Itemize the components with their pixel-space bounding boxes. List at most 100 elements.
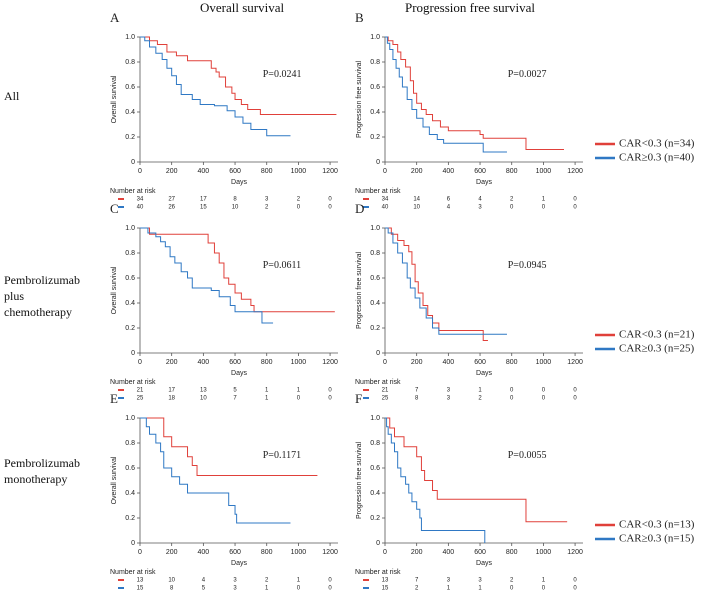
panel-letter: F: [355, 391, 362, 406]
risk-count: 7: [415, 388, 419, 394]
risk-count: 0: [573, 205, 577, 211]
panel-letter: E: [110, 391, 118, 406]
y-tick-label: 0.6: [370, 465, 380, 472]
y-axis-label: Progression free survival: [356, 252, 363, 329]
risk-count: 0: [542, 205, 546, 211]
x-tick-label: 1000: [536, 168, 552, 175]
legend-label: CAR≥0.3 (n=25): [619, 343, 695, 355]
risk-count: 0: [328, 205, 332, 211]
x-tick-label: 1200: [322, 359, 338, 366]
y-axis-label: Overall survival: [111, 75, 118, 123]
risk-count: 0: [573, 586, 577, 590]
risk-table-title: Number at risk: [110, 569, 156, 576]
x-axis-label: Days: [476, 179, 492, 186]
y-tick-label: 0.4: [370, 490, 380, 497]
legend-label: CAR≥0.3 (n=15): [619, 533, 695, 545]
risk-count: 8: [170, 586, 174, 590]
p-value: P=0.0027: [508, 69, 547, 80]
y-tick-label: 0.2: [125, 134, 135, 141]
risk-count: 26: [168, 205, 175, 211]
risk-count: 13: [137, 578, 144, 584]
x-tick-label: 200: [166, 549, 178, 556]
x-tick-label: 1000: [536, 359, 552, 366]
risk-count: 27: [168, 197, 175, 203]
legend-label: CAR<0.3 (n=21): [619, 329, 695, 341]
x-axis-label: Days: [476, 370, 492, 377]
risk-count: 3: [233, 578, 237, 584]
x-tick-label: 1000: [291, 168, 307, 175]
y-tick-label: 0: [376, 540, 380, 547]
y-tick-label: 1.0: [370, 415, 380, 422]
x-tick-label: 600: [229, 168, 241, 175]
x-tick-label: 1000: [536, 549, 552, 556]
risk-count: 3: [265, 197, 269, 203]
y-tick-label: 0.8: [370, 250, 380, 257]
panel-letter: B: [355, 10, 364, 25]
panel-letter: A: [110, 10, 120, 25]
risk-count: 1: [297, 388, 301, 394]
survival-curve: [140, 36, 291, 137]
risk-count: 15: [382, 586, 389, 590]
risk-count: 1: [478, 388, 482, 394]
x-tick-label: 400: [198, 359, 210, 366]
survival-curve: [385, 36, 507, 153]
risk-count: 1: [265, 388, 269, 394]
risk-count: 1: [297, 578, 301, 584]
x-tick-label: 1000: [291, 359, 307, 366]
risk-count: 2: [415, 586, 419, 590]
y-tick-label: 0: [376, 350, 380, 357]
risk-count: 10: [200, 396, 207, 402]
x-tick-label: 200: [166, 359, 178, 366]
column-title: Progression free survival: [405, 0, 535, 15]
risk-count: 15: [137, 586, 144, 590]
risk-count: 0: [510, 388, 514, 394]
y-tick-label: 1.0: [370, 225, 380, 232]
y-tick-label: 0.8: [370, 59, 380, 66]
risk-count: 10: [168, 578, 175, 584]
risk-count: 1: [478, 586, 482, 590]
risk-count: 0: [510, 205, 514, 211]
x-tick-label: 1200: [567, 549, 583, 556]
x-tick-label: 800: [261, 549, 273, 556]
survival-curve: [385, 417, 568, 523]
risk-count: 1: [447, 586, 451, 590]
legend-label: CAR≥0.3 (n=40): [619, 152, 695, 164]
survival-curve: [385, 227, 507, 335]
risk-count: 13: [200, 388, 207, 394]
risk-count: 0: [573, 578, 577, 584]
risk-count: 0: [573, 197, 577, 203]
risk-count: 3: [478, 205, 482, 211]
risk-count: 21: [382, 388, 389, 394]
risk-count: 7: [233, 396, 237, 402]
risk-count: 40: [137, 205, 144, 211]
y-tick-label: 0: [131, 350, 135, 357]
p-value: P=0.0945: [508, 260, 547, 271]
survival-curve: [140, 417, 291, 524]
risk-count: 2: [297, 197, 301, 203]
risk-count: 25: [137, 396, 144, 402]
x-tick-label: 200: [411, 359, 423, 366]
x-tick-label: 0: [138, 359, 142, 366]
x-tick-label: 600: [474, 359, 486, 366]
risk-count: 8: [233, 197, 237, 203]
risk-count: 2: [510, 578, 514, 584]
x-tick-label: 200: [166, 168, 178, 175]
risk-count: 1: [542, 197, 546, 203]
y-tick-label: 1.0: [125, 34, 135, 41]
survival-curve: [385, 227, 488, 341]
x-tick-label: 200: [411, 168, 423, 175]
y-axis-label: Overall survival: [111, 266, 118, 314]
risk-count: 0: [510, 396, 514, 402]
y-tick-label: 0.4: [125, 490, 135, 497]
y-tick-label: 0.8: [125, 440, 135, 447]
survival-curve: [140, 36, 337, 115]
risk-count: 3: [447, 388, 451, 394]
y-tick-label: 1.0: [370, 34, 380, 41]
y-axis-label: Progression free survival: [356, 61, 363, 138]
risk-count: 7: [415, 578, 419, 584]
risk-count: 0: [328, 586, 332, 590]
x-tick-label: 0: [383, 168, 387, 175]
risk-count: 2: [510, 197, 514, 203]
risk-count: 18: [168, 396, 175, 402]
